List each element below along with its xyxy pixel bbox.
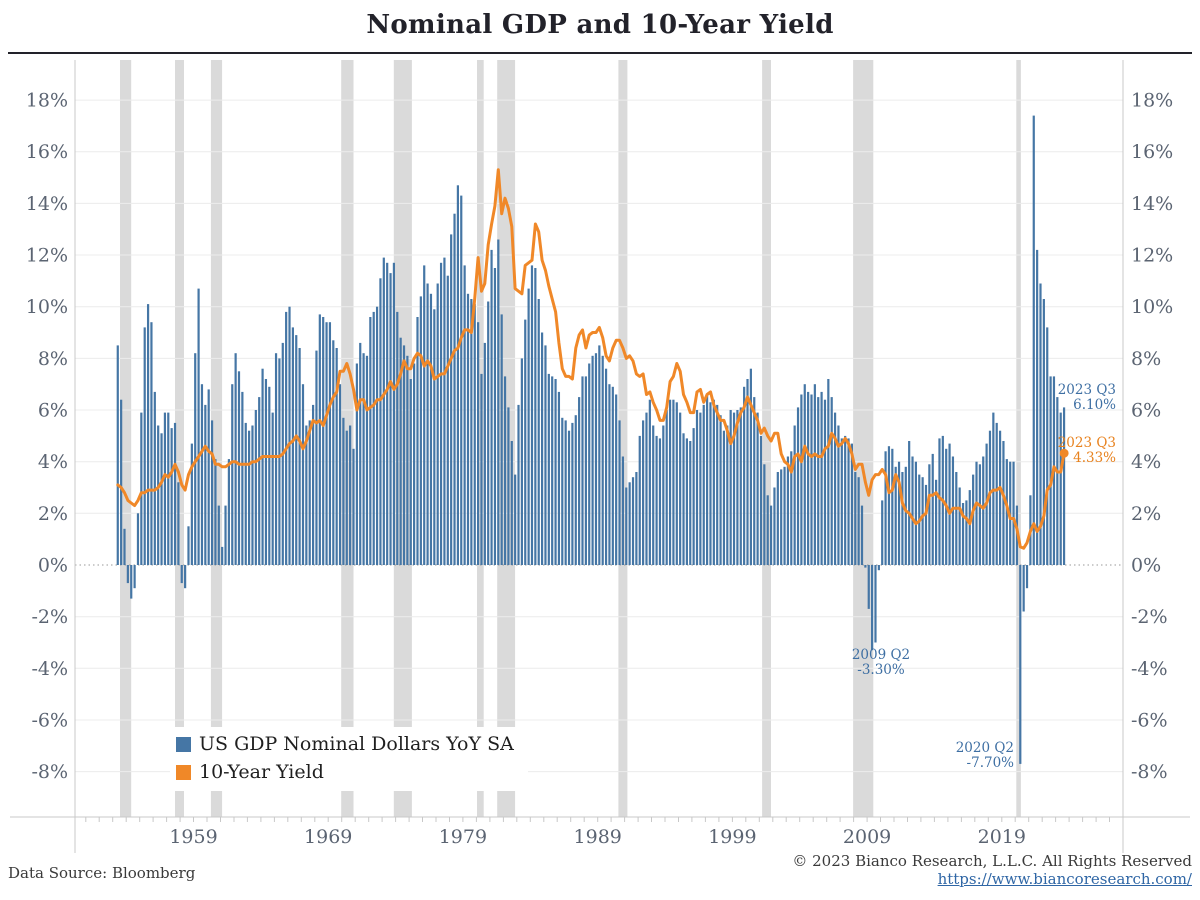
annotation-line: 2023 Q3 <box>1057 435 1116 451</box>
website-link[interactable]: https://www.biancoresearch.com/ <box>937 870 1192 888</box>
page-title: Nominal GDP and 10-Year Yield <box>366 10 834 40</box>
annotation-gdp-2020q2: 2020 Q2 -7.70% <box>956 741 1014 771</box>
svg-text:14%: 14% <box>1131 193 1173 215</box>
annotation-yield-2023q3: 2023 Q3 4.33% <box>1058 436 1116 466</box>
svg-text:8%: 8% <box>38 348 68 370</box>
copyright-text: © 2023 Bianco Research, L.L.C. All Right… <box>792 852 1192 870</box>
svg-text:1969: 1969 <box>304 826 352 848</box>
svg-text:8%: 8% <box>1131 348 1161 370</box>
legend-item-yield: 10-Year Yield <box>176 758 514 786</box>
svg-text:-4%: -4% <box>31 658 68 680</box>
svg-text:2%: 2% <box>38 503 68 525</box>
svg-text:4%: 4% <box>1131 451 1161 473</box>
svg-text:1999: 1999 <box>708 826 756 848</box>
legend-item-gdp: US GDP Nominal Dollars YoY SA <box>176 730 514 758</box>
svg-text:2%: 2% <box>1131 503 1161 525</box>
annotation-line: 2023 Q3 <box>1057 382 1116 398</box>
svg-text:1959: 1959 <box>169 826 217 848</box>
legend-label: US GDP Nominal Dollars YoY SA <box>199 733 514 755</box>
svg-text:16%: 16% <box>26 141 68 163</box>
svg-text:4%: 4% <box>38 451 68 473</box>
svg-text:14%: 14% <box>26 193 68 215</box>
title-divider <box>8 52 1192 54</box>
chart-legend: US GDP Nominal Dollars YoY SA 10-Year Yi… <box>170 727 528 791</box>
annotation-value: 4.33% <box>1073 450 1116 466</box>
annotation-value: -7.70% <box>966 755 1014 771</box>
svg-text:12%: 12% <box>1131 245 1173 267</box>
annotation-value: -3.30% <box>857 662 905 678</box>
svg-text:-2%: -2% <box>31 606 68 628</box>
data-source-note: Data Source: Bloomberg <box>8 864 196 882</box>
svg-text:-4%: -4% <box>1131 658 1168 680</box>
svg-text:10%: 10% <box>1131 296 1173 318</box>
svg-text:-8%: -8% <box>31 761 68 783</box>
legend-label: 10-Year Yield <box>199 761 324 783</box>
svg-text:-6%: -6% <box>31 710 68 732</box>
svg-text:6%: 6% <box>38 400 68 422</box>
svg-text:-6%: -6% <box>1131 710 1168 732</box>
svg-text:2019: 2019 <box>978 826 1026 848</box>
svg-text:6%: 6% <box>1131 400 1161 422</box>
annotation-gdp-2023q3: 2023 Q3 6.10% <box>1058 383 1116 413</box>
svg-text:1979: 1979 <box>439 826 487 848</box>
svg-text:18%: 18% <box>26 90 68 112</box>
annotation-value: 6.10% <box>1073 397 1116 413</box>
svg-text:-2%: -2% <box>1131 606 1168 628</box>
svg-text:-8%: -8% <box>1131 761 1168 783</box>
svg-text:12%: 12% <box>26 245 68 267</box>
annotation-gdp-2009q2: 2009 Q2 -3.30% <box>852 648 910 678</box>
svg-text:2009: 2009 <box>843 826 891 848</box>
svg-text:18%: 18% <box>1131 90 1173 112</box>
svg-text:10%: 10% <box>26 296 68 318</box>
gdp-series-swatch-icon <box>176 736 191 752</box>
yield-series-swatch-icon <box>176 764 191 780</box>
svg-text:0%: 0% <box>38 555 68 577</box>
svg-text:1989: 1989 <box>574 826 622 848</box>
annotation-line: 2009 Q2 <box>851 647 911 663</box>
annotation-line: 2020 Q2 <box>955 740 1014 756</box>
copyright-block: © 2023 Bianco Research, L.L.C. All Right… <box>792 852 1192 888</box>
svg-text:16%: 16% <box>1131 141 1173 163</box>
svg-text:0%: 0% <box>1131 555 1161 577</box>
